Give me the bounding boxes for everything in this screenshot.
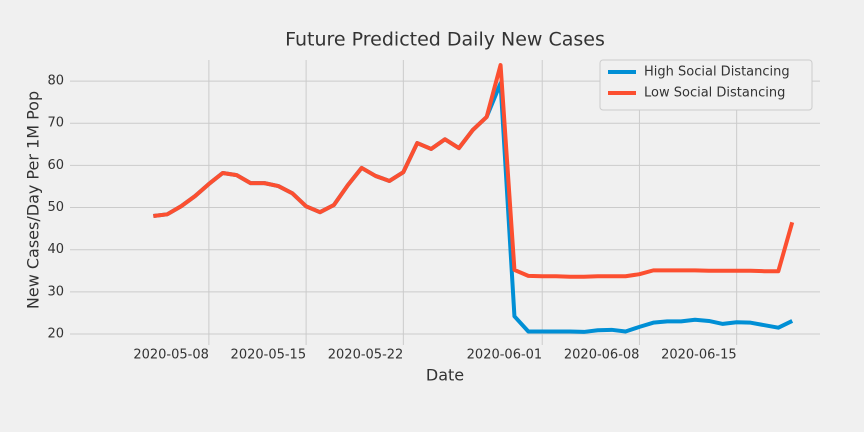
x-tick-label: 2020-06-08 bbox=[564, 348, 640, 363]
x-axis-label: Date bbox=[426, 366, 464, 385]
y-tick-label: 70 bbox=[47, 116, 64, 131]
x-tick-label: 2020-06-01 bbox=[467, 348, 543, 363]
x-tick-label: 2020-05-08 bbox=[133, 348, 209, 363]
series-line bbox=[153, 63, 795, 279]
legend: High Social Distancing Low Social Distanc… bbox=[599, 59, 813, 111]
x-tick-label: 2020-05-22 bbox=[328, 348, 404, 363]
chart-title: Future Predicted Daily New Cases bbox=[285, 29, 605, 51]
y-tick-label: 40 bbox=[47, 242, 64, 257]
x-tick-label: 2020-06-15 bbox=[661, 348, 737, 363]
y-tick-label: 50 bbox=[47, 200, 64, 215]
y-tick-label: 60 bbox=[47, 158, 64, 173]
legend-label: Low Social Distancing bbox=[644, 86, 785, 101]
y-axis-label: New Cases/Day Per 1M Pop bbox=[24, 91, 43, 309]
y-tick-label: 30 bbox=[47, 284, 64, 299]
legend-label: High Social Distancing bbox=[644, 65, 790, 80]
y-tick-label: 80 bbox=[47, 74, 64, 89]
legend-box bbox=[599, 59, 813, 111]
x-tick-label: 2020-05-15 bbox=[231, 348, 307, 363]
y-tick-label: 20 bbox=[47, 327, 64, 342]
